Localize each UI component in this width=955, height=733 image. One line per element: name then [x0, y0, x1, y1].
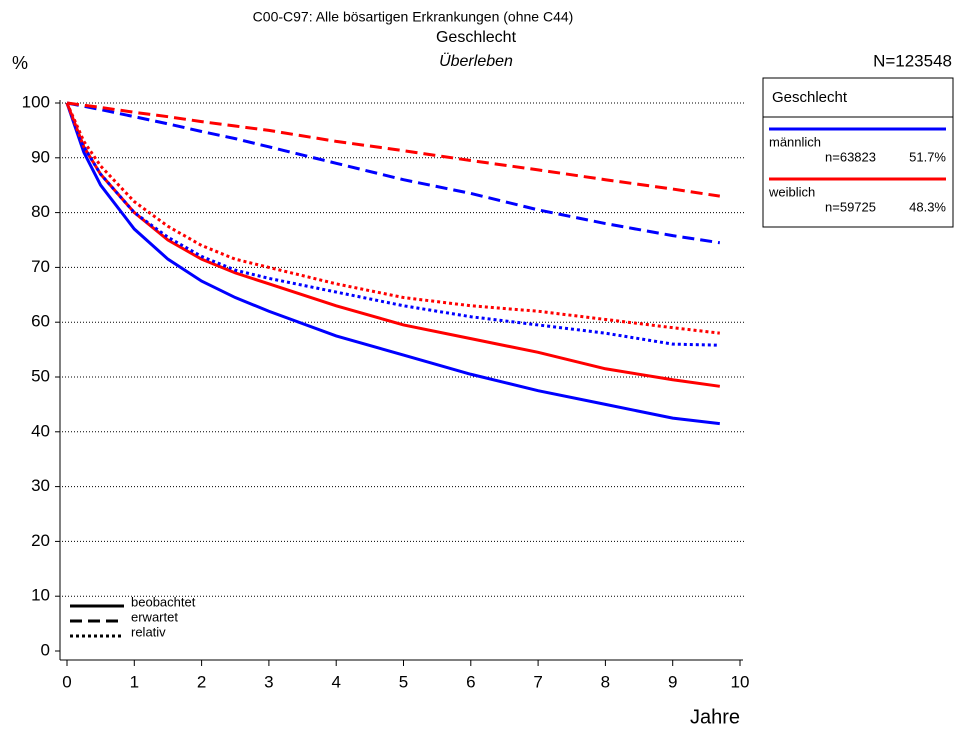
x-tick-label: 6 [466, 672, 475, 691]
survival-line [66, 101, 721, 198]
x-tick-label: 0 [62, 672, 71, 691]
x-tick-label: 8 [601, 672, 610, 691]
y-tick-label: 0 [41, 640, 50, 659]
y-tick-label: 20 [31, 531, 50, 550]
x-tick-label: 2 [197, 672, 206, 691]
y-tick-label: 70 [31, 257, 50, 276]
survival-line [65, 102, 721, 388]
y-tick-label: 100 [22, 92, 50, 111]
x-tick-label: 4 [331, 672, 340, 691]
legend-share: 51.7% [909, 149, 946, 164]
chart-caption: Überleben [439, 52, 513, 70]
legend-n: n=59725 [825, 199, 876, 214]
x-tick-label: 1 [130, 672, 139, 691]
legend-title: Geschlecht [772, 89, 848, 106]
x-tick-label: 3 [264, 672, 273, 691]
survival-line [65, 102, 720, 347]
y-axis-label: % [12, 53, 28, 73]
chart-subtitle: Geschlecht [436, 29, 517, 46]
x-axis-label: Jahre [690, 706, 740, 728]
survival-line [65, 102, 720, 335]
y-tick-label: 10 [31, 586, 50, 605]
chart-title: C00-C97: Alle bösartigen Erkrankungen (o… [253, 9, 574, 25]
legend-share: 48.3% [909, 199, 946, 214]
annotation: N=123548 [873, 51, 952, 70]
style-label: beobachtet [131, 594, 196, 609]
x-tick-label: 9 [668, 672, 677, 691]
y-tick-label: 80 [31, 202, 50, 221]
style-label: erwartet [131, 609, 178, 624]
legend-label: männlich [769, 134, 821, 149]
y-tick-label: 90 [31, 147, 50, 166]
y-tick-label: 40 [31, 421, 50, 440]
y-tick-label: 50 [31, 366, 50, 385]
x-tick-label: 10 [731, 672, 750, 691]
survival-line [66, 101, 721, 245]
legend-label: weiblich [768, 184, 815, 199]
x-tick-label: 7 [533, 672, 542, 691]
style-label: relativ [131, 624, 166, 639]
y-tick-label: 60 [31, 312, 50, 331]
x-tick-label: 5 [399, 672, 408, 691]
legend-n: n=63823 [825, 149, 876, 164]
y-tick-label: 30 [31, 476, 50, 495]
legend-box [762, 77, 954, 228]
survival-line [65, 102, 720, 426]
